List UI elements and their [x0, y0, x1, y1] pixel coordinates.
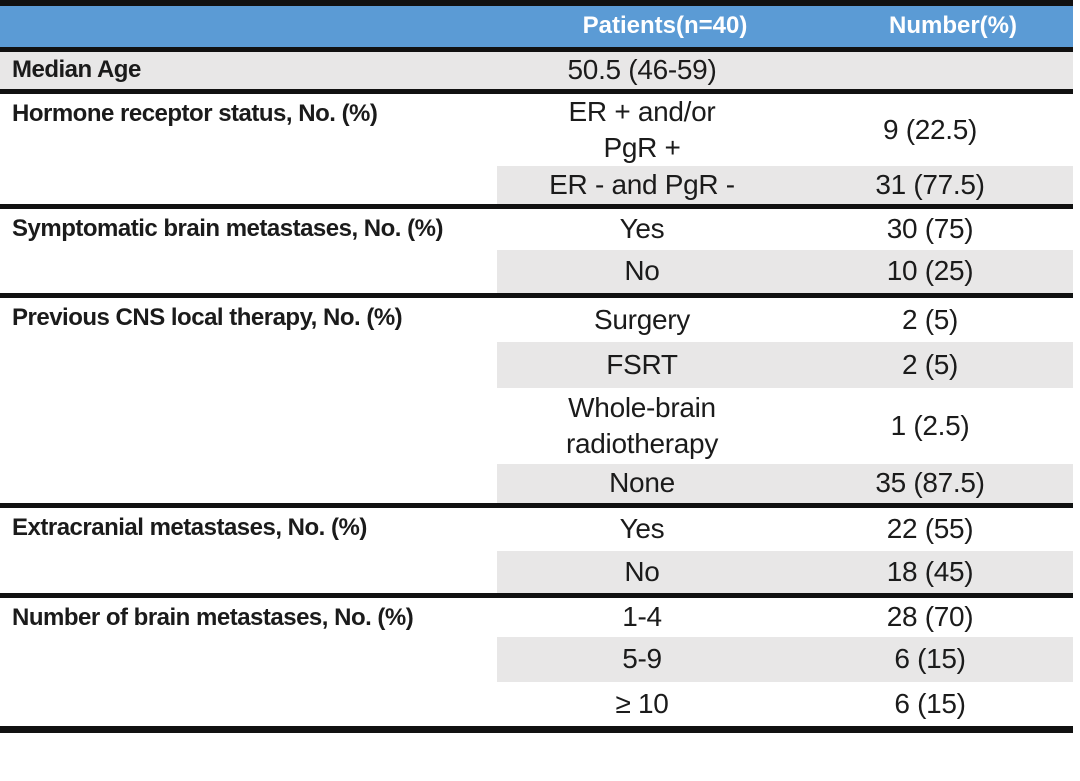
category-label: Extracranial metastases, No. (%) — [0, 505, 497, 598]
number-cell: 2 (5) — [901, 303, 959, 335]
table-row: FSRT 2 (5) — [0, 341, 1073, 388]
table-row: ≥ 10 6 (15) — [0, 682, 1073, 730]
number-cell: 9 (22.5) — [882, 113, 978, 145]
number-cell: 6 (15) — [787, 636, 1073, 682]
patients-cell: ER + and/or PgR + — [568, 95, 716, 163]
number-cell: 10 (25) — [787, 249, 1073, 298]
patients-cell: Whole-brain radiotherapy — [565, 391, 719, 459]
table-row: Symptomatic brain metastases, No. (%) Ye… — [0, 206, 1073, 298]
number-cell: 2 (5) — [787, 341, 1073, 388]
patients-cell: 50.5 (46-59) — [497, 49, 787, 94]
number-cell: 31 (77.5) — [787, 165, 1073, 209]
table-row: Hormone receptor status, No. (%) ER + an… — [0, 91, 1073, 209]
column-header-number: Number(%) — [787, 3, 1073, 52]
table-row: 5-9 6 (15) — [0, 636, 1073, 682]
category-label: Hormone receptor status, No. (%) — [0, 91, 497, 209]
number-cell: 30 (75) — [886, 213, 974, 245]
table-row: No 18 (45) — [0, 550, 1073, 598]
patients-cell: ≥ 10 — [615, 687, 669, 719]
number-cell: 18 (45) — [787, 550, 1073, 598]
table-row: Whole-brain radiotherapy 1 (2.5) — [0, 388, 1073, 464]
category-label: Symptomatic brain metastases, No. (%) — [0, 206, 497, 298]
patients-cell: No — [497, 550, 787, 598]
table-row: Extracranial metastases, No. (%) Yes 22 … — [0, 505, 1073, 598]
number-cell: 22 (55) — [886, 513, 974, 545]
patients-cell: 5-9 — [497, 636, 787, 682]
number-cell — [787, 49, 1073, 94]
column-header-blank — [0, 3, 497, 52]
number-cell: 6 (15) — [894, 687, 966, 719]
category-label: Previous CNS local therapy, No. (%) — [0, 295, 497, 508]
table-row: No 10 (25) — [0, 249, 1073, 298]
patients-cell: Surgery — [594, 303, 690, 335]
table-row: Number of brain metastases, No. (%) 1-4 … — [0, 595, 1073, 730]
category-label: Number of brain metastases, No. (%) — [0, 595, 497, 730]
table-row: ER - and PgR - 31 (77.5) — [0, 165, 1073, 209]
patients-cell: 1-4 — [622, 601, 662, 633]
number-cell: 35 (87.5) — [787, 463, 1073, 508]
table-header-row: Patients(n=40) Number(%) — [0, 3, 1073, 52]
category-label: Median Age — [0, 49, 497, 94]
table-row: None 35 (87.5) — [0, 463, 1073, 508]
patients-cell: No — [497, 249, 787, 298]
number-cell: 28 (70) — [886, 601, 974, 633]
column-header-patients: Patients(n=40) — [497, 3, 787, 52]
table-row: Previous CNS local therapy, No. (%) Surg… — [0, 295, 1073, 508]
table-row: Median Age 50.5 (46-59) — [0, 49, 1073, 94]
patients-cell: Yes — [619, 213, 665, 245]
number-cell: 1 (2.5) — [890, 409, 970, 441]
patients-cell: Yes — [619, 513, 665, 545]
patients-cell: ER - and PgR - — [497, 165, 787, 209]
patients-cell: None — [497, 463, 787, 508]
patient-characteristics-table: Patients(n=40) Number(%) Median Age 50.5… — [0, 0, 1073, 733]
patients-cell: FSRT — [497, 341, 787, 388]
